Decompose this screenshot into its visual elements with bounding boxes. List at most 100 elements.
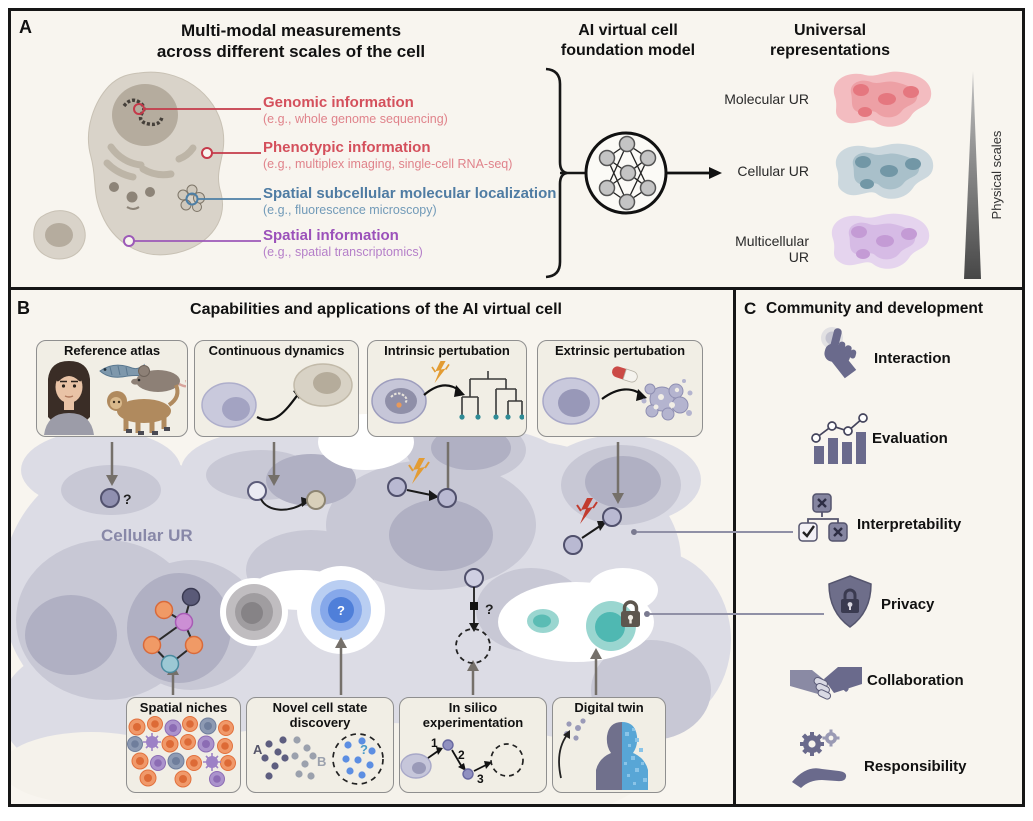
multicellular-ur-blob (831, 213, 930, 269)
insilico-motif: ? (455, 568, 494, 664)
insilico-question: ? (485, 601, 494, 617)
panel-c-letter: C (744, 299, 757, 318)
intrinsic-pertubation-illustration (371, 359, 524, 424)
open-hand (792, 768, 847, 788)
mouse-icon (131, 364, 186, 392)
pointing-hand-icon (821, 327, 857, 379)
physical-scales-wedge (964, 71, 981, 279)
panel-b-title: Capabilities and applications of the AI … (190, 301, 562, 318)
lightning-icon (431, 359, 450, 384)
novel-cluster-question: ? (360, 742, 368, 757)
dynamics-motif (247, 481, 326, 511)
spatial-niches-title: Spatial niches (139, 700, 228, 715)
responsibility-label: Responsibility (864, 758, 967, 775)
neural-network-icon (545, 67, 722, 279)
digital-twin-motif (527, 600, 640, 651)
interpretability-label: Interpretability (857, 516, 962, 533)
dashed-result-circle (490, 743, 524, 777)
continuous-dynamics-box: Continuous dynamics (194, 340, 359, 437)
intrinsic-pertubation-title: Intrinsic pertubation (384, 343, 510, 358)
gray-cluster (226, 584, 282, 640)
digital-twin-box: Digital twin (552, 697, 666, 793)
modality-spatial: Spatial information (e.g., spatial trans… (263, 227, 423, 260)
query-question: ? (123, 491, 132, 507)
intrinsic-motif (387, 457, 457, 508)
spatial-niches-box: Spatial niches (126, 697, 241, 793)
panel-c-title: Community and development (766, 300, 984, 317)
hand-gears-icon (792, 729, 847, 788)
panel-b: ? ? (11, 290, 736, 804)
dying-cell (641, 378, 693, 421)
dendrogram-icon (459, 370, 524, 420)
arrow-icon (636, 388, 647, 401)
panel-b-letter: B (17, 298, 30, 318)
decision-tree-icon (798, 493, 848, 542)
arrow-right-icon (709, 167, 722, 179)
step-1: 1 (431, 736, 438, 750)
panel-c: C Community and development Interaction (736, 290, 1022, 804)
fish-icon (99, 363, 145, 378)
bar-chart-icon (811, 413, 868, 464)
reference-atlas-title: Reference atlas (63, 343, 161, 358)
representations-title: Universal representations (769, 22, 891, 59)
application-arrows (171, 647, 598, 695)
x-icon (833, 527, 843, 537)
arrow-icon (563, 729, 570, 739)
niche-network (142, 587, 204, 674)
arrow-icon (454, 384, 465, 397)
physical-scales-label: Physical scales (989, 130, 1004, 219)
molecular-ur-label: Molecular UR (724, 91, 809, 107)
spiky-cell-icon (143, 732, 221, 771)
cluster-a-dots (261, 736, 289, 780)
panel-a: Physical scales A Multi-modal measuremen… (11, 11, 1022, 290)
circuit-pattern (624, 727, 647, 785)
novel-cell-state-illustration: A B ? (253, 733, 384, 785)
spatial-marker-icon (123, 235, 135, 247)
organelle (145, 187, 155, 197)
continuous-dynamics-title: Continuous dynamics (208, 343, 345, 358)
collaboration-label: Collaboration (867, 672, 964, 689)
extrinsic-motif (563, 497, 622, 555)
cluster-a-label: A (253, 742, 263, 757)
molecular-ur-blob (833, 71, 932, 127)
extrinsic-pertubation-title: Extrinsic pertubation (554, 343, 686, 358)
human-avatar (44, 360, 94, 435)
reference-atlas-illustration (44, 360, 186, 435)
evaluation-label: Evaluation (872, 430, 948, 447)
leader-lines (123, 103, 261, 247)
pill-icon (612, 365, 638, 383)
twin-silhouette (596, 721, 648, 790)
cluster-b-label: B (317, 754, 326, 769)
organelle (126, 191, 138, 203)
modality-genomic: Genomic information (e.g., whole genome … (263, 94, 448, 127)
in-silico-title: In silico experimentation (422, 700, 524, 730)
step-3: 3 (477, 772, 484, 786)
digital-twin-illustration (558, 717, 648, 790)
reference-atlas-box: Reference atlas (36, 340, 188, 437)
modality-phenotypic: Phenotypic information (e.g., multiplex … (263, 139, 513, 172)
dna-icon (390, 391, 408, 404)
extrinsic-pertubation-illustration (542, 365, 693, 425)
spatial-niches-illustration (127, 715, 236, 788)
check-icon (802, 525, 815, 538)
panel-a-letter: A (19, 17, 32, 37)
shield-lock-icon (828, 575, 872, 628)
extrinsic-pertubation-box: Extrinsic pertubation (537, 340, 703, 437)
novel-cell-state-box: Novel cell state discovery A B (246, 697, 394, 793)
tissue-cells (127, 715, 236, 788)
cellular-ur-label: Cellular UR (737, 163, 809, 179)
lock-icon (621, 600, 640, 627)
interaction-label: Interaction (874, 350, 951, 367)
privacy-label: Privacy (881, 596, 935, 613)
cluster-b-dots (291, 736, 317, 780)
continuous-dynamics-illustration (201, 362, 353, 428)
cell-illustration (33, 71, 225, 260)
novel-state-question: ? (337, 603, 345, 618)
dashed-cluster-circle (332, 733, 384, 785)
in-silico-illustration: 1 2 3 (400, 736, 524, 786)
panel-a-artwork: Physical scales (33, 67, 1004, 279)
monkey-icon (107, 383, 180, 435)
figure-frame: Physical scales A Multi-modal measuremen… (8, 8, 1025, 807)
step-2: 2 (458, 748, 465, 762)
model-title: AI virtual cell foundation model (560, 22, 696, 59)
